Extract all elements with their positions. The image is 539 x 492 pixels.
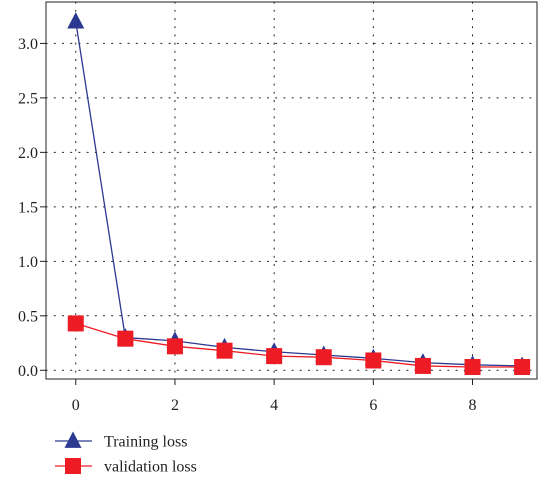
grid-lines [45,1,538,380]
x-tick-label: 2 [171,397,179,414]
legend-label-0: Training loss [104,434,187,451]
validation-loss-point [117,330,134,347]
y-tick-label: 1.5 [18,199,38,216]
validation-loss-point [266,348,283,365]
y-tick-label: 1.0 [18,254,38,271]
x-tick-label: 4 [270,397,278,414]
validation-loss-point [67,315,84,332]
x-tick-label: 6 [369,397,377,414]
y-tick-label: 2.5 [18,90,38,107]
y-tick-label: 2.0 [18,145,38,162]
series-markers [67,12,531,376]
y-tick-label: 0.5 [18,308,38,325]
validation-loss-point [216,342,233,359]
series-line-1 [75,322,523,368]
legend-label-1: validation loss [104,459,197,476]
validation-loss-point [166,338,183,355]
validation-loss-point [315,349,332,366]
series-line-0 [75,21,523,367]
y-tick-label: 3.0 [18,36,38,53]
validation-loss-point [464,359,481,376]
validation-loss-point [414,357,431,374]
training-loss-point [67,12,85,29]
y-tick-label: 0.0 [18,363,38,380]
series-lines [75,21,523,368]
x-tick-label: 0 [72,397,80,414]
legend: Training loss validation loss [55,431,197,476]
axis-ticks: 0 2 4 6 8 0.0 0.5 1.0 1.5 2.0 2.5 3.0 [18,36,477,414]
validation-loss-point [514,359,531,376]
validation-loss-point [365,352,382,369]
plot-frame [45,1,538,380]
legend-validation-loss-marker [65,458,81,474]
x-tick-label: 8 [469,397,477,414]
legend-training-loss-marker [64,431,82,448]
